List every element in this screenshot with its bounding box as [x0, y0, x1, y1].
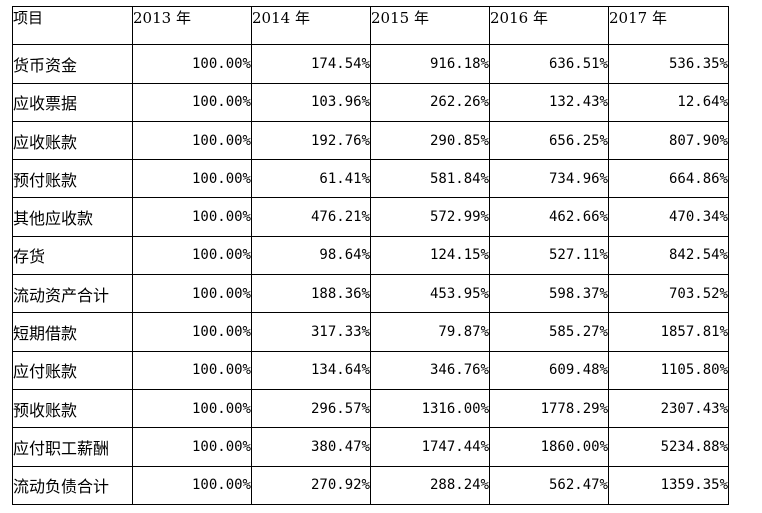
table-row: 应付账款 100.00% 134.64% 346.76% 609.48% 110…: [12, 350, 729, 390]
cell-2014: 296.57%: [251, 388, 371, 429]
table-row: 流动资产合计 100.00% 188.36% 453.95% 598.37% 7…: [12, 274, 729, 314]
cell-2016: 1860.00%: [489, 427, 609, 467]
table-row: 应收票据 100.00% 103.96% 262.26% 132.43% 12.…: [12, 82, 729, 122]
cell-2013: 100.00%: [132, 427, 252, 467]
cell-2013: 100.00%: [132, 120, 252, 161]
cell-2015: 262.26%: [370, 82, 490, 122]
cell-2013: 100.00%: [132, 82, 252, 122]
cell-2013: 100.00%: [132, 44, 252, 84]
cell-2014: 270.92%: [251, 465, 371, 505]
header-item: 项目: [12, 5, 133, 46]
header-year-2016: 2016 年: [489, 5, 609, 46]
cell-2013: 100.00%: [132, 274, 252, 314]
row-label: 应付职工薪酬: [12, 427, 133, 467]
cell-2015: 453.95%: [370, 274, 490, 314]
table-row: 流动负债合计 100.00% 270.92% 288.24% 562.47% 1…: [12, 465, 729, 505]
cell-2015: 288.24%: [370, 465, 490, 505]
cell-2017: 807.90%: [608, 120, 729, 161]
cell-2015: 290.85%: [370, 120, 490, 161]
cell-2016: 562.47%: [489, 465, 609, 505]
table-row: 货币资金 100.00% 174.54% 916.18% 636.51% 536…: [12, 44, 729, 84]
row-label: 预付账款: [12, 159, 133, 199]
header-year-2015: 2015 年: [370, 5, 490, 46]
row-label: 存货: [12, 235, 133, 276]
cell-2016: 656.25%: [489, 120, 609, 161]
row-label: 应收账款: [12, 120, 133, 161]
cell-2013: 100.00%: [132, 159, 252, 199]
cell-2013: 100.00%: [132, 197, 252, 237]
cell-2017: 664.86%: [608, 159, 729, 199]
cell-2014: 103.96%: [251, 82, 371, 122]
cell-2013: 100.00%: [132, 465, 252, 505]
header-year-2017: 2017 年: [608, 5, 729, 46]
row-label: 其他应收款: [12, 197, 133, 237]
row-label: 流动资产合计: [12, 274, 133, 314]
cell-2017: 1105.80%: [608, 350, 729, 390]
cell-2016: 527.11%: [489, 235, 609, 276]
cell-2017: 1857.81%: [608, 312, 729, 352]
cell-2014: 61.41%: [251, 159, 371, 199]
table-row: 存货 100.00% 98.64% 124.15% 527.11% 842.54…: [12, 235, 729, 276]
cell-2015: 124.15%: [370, 235, 490, 276]
cell-2015: 1316.00%: [370, 388, 490, 429]
row-label: 应付账款: [12, 350, 133, 390]
header-year-2014: 2014 年: [251, 5, 371, 46]
cell-2017: 842.54%: [608, 235, 729, 276]
cell-2017: 703.52%: [608, 274, 729, 314]
cell-2014: 380.47%: [251, 427, 371, 467]
cell-2013: 100.00%: [132, 235, 252, 276]
cell-2014: 174.54%: [251, 44, 371, 84]
cell-2013: 100.00%: [132, 388, 252, 429]
row-label: 短期借款: [12, 312, 133, 352]
table-row: 预收账款 100.00% 296.57% 1316.00% 1778.29% 2…: [12, 388, 729, 429]
cell-2016: 598.37%: [489, 274, 609, 314]
header-row: 项目 2013 年 2014 年 2015 年 2016 年 2017 年: [12, 5, 729, 46]
cell-2015: 916.18%: [370, 44, 490, 84]
data-table: 项目 2013 年 2014 年 2015 年 2016 年 2017 年 货币…: [12, 5, 729, 505]
cell-2014: 192.76%: [251, 120, 371, 161]
cell-2016: 636.51%: [489, 44, 609, 84]
cell-2015: 572.99%: [370, 197, 490, 237]
cell-2015: 79.87%: [370, 312, 490, 352]
cell-2016: 132.43%: [489, 82, 609, 122]
row-label: 应收票据: [12, 82, 133, 122]
cell-2014: 317.33%: [251, 312, 371, 352]
cell-2017: 12.64%: [608, 82, 729, 122]
cell-2017: 470.34%: [608, 197, 729, 237]
cell-2014: 98.64%: [251, 235, 371, 276]
table-row: 短期借款 100.00% 317.33% 79.87% 585.27% 1857…: [12, 312, 729, 352]
cell-2017: 536.35%: [608, 44, 729, 84]
cell-2016: 1778.29%: [489, 388, 609, 429]
cell-2014: 476.21%: [251, 197, 371, 237]
cell-2016: 609.48%: [489, 350, 609, 390]
cell-2016: 734.96%: [489, 159, 609, 199]
table-row: 应付职工薪酬 100.00% 380.47% 1747.44% 1860.00%…: [12, 427, 729, 467]
cell-2013: 100.00%: [132, 312, 252, 352]
row-label: 流动负债合计: [12, 465, 133, 505]
cell-2015: 581.84%: [370, 159, 490, 199]
cell-2015: 346.76%: [370, 350, 490, 390]
cell-2017: 5234.88%: [608, 427, 729, 467]
cell-2014: 134.64%: [251, 350, 371, 390]
cell-2015: 1747.44%: [370, 427, 490, 467]
table-row: 应收账款 100.00% 192.76% 290.85% 656.25% 807…: [12, 120, 729, 161]
cell-2017: 2307.43%: [608, 388, 729, 429]
row-label: 预收账款: [12, 388, 133, 429]
header-year-2013: 2013 年: [132, 5, 252, 46]
cell-2016: 585.27%: [489, 312, 609, 352]
cell-2017: 1359.35%: [608, 465, 729, 505]
cell-2014: 188.36%: [251, 274, 371, 314]
table-row: 其他应收款 100.00% 476.21% 572.99% 462.66% 47…: [12, 197, 729, 237]
cell-2016: 462.66%: [489, 197, 609, 237]
cell-2013: 100.00%: [132, 350, 252, 390]
row-label: 货币资金: [12, 44, 133, 84]
table-row: 预付账款 100.00% 61.41% 581.84% 734.96% 664.…: [12, 159, 729, 199]
